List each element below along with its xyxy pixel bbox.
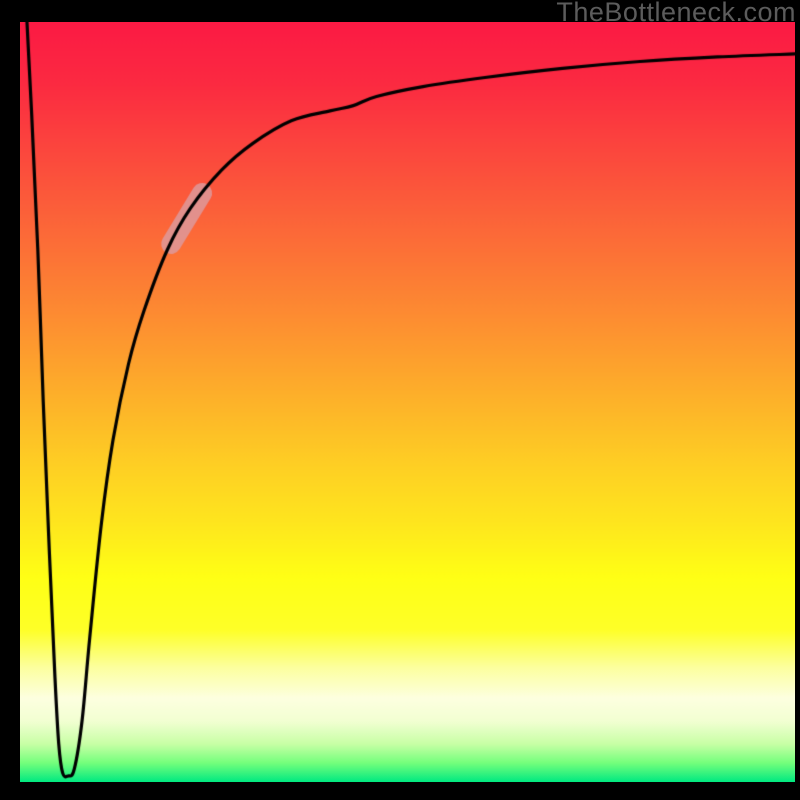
curve-layer (20, 22, 795, 782)
chart-container: TheBottleneck.com (0, 0, 800, 800)
plot-area (20, 22, 795, 782)
